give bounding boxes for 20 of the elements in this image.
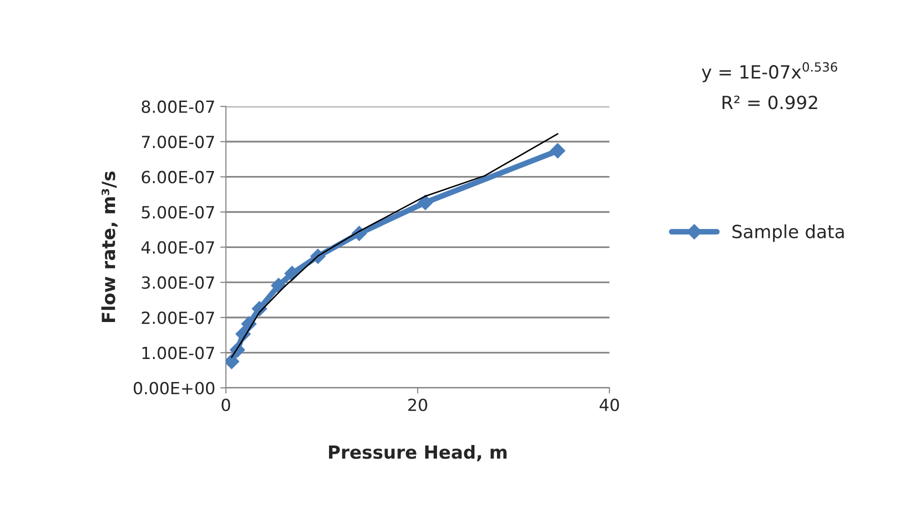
point [226,354,240,370]
y-tick-label: 8.00E-07 [142,100,214,114]
y-tick-label: 7.00E-07 [142,136,214,148]
text: R² = 0.992 [722,96,818,110]
y-tick-label: 4.00E-07 [141,241,214,254]
y-tick-label: 1.00E-07 [142,346,214,360]
text: y = 1E-07x$^{0.536}$ [702,62,838,82]
y-tick-label: 0.00E+00 [134,382,214,394]
x-tick-label: 20 [408,398,428,412]
point [550,143,566,158]
x-tick-label: 40 [600,398,619,412]
y-tick-label: 3.00E-07 [142,276,214,289]
y-tick-label: 5.00E-07 [142,206,214,219]
y-tick-label: 2.00E-07 [142,311,214,324]
legend-label: Sample data [732,224,844,242]
x-tick-label: 0 [222,398,230,412]
x-axis-title: Pressure Head, m [329,444,507,462]
y-tick-label: 6.00E-07 [142,170,214,184]
y-axis-title: Flow rate, m³/s [101,171,118,322]
point [418,194,433,210]
